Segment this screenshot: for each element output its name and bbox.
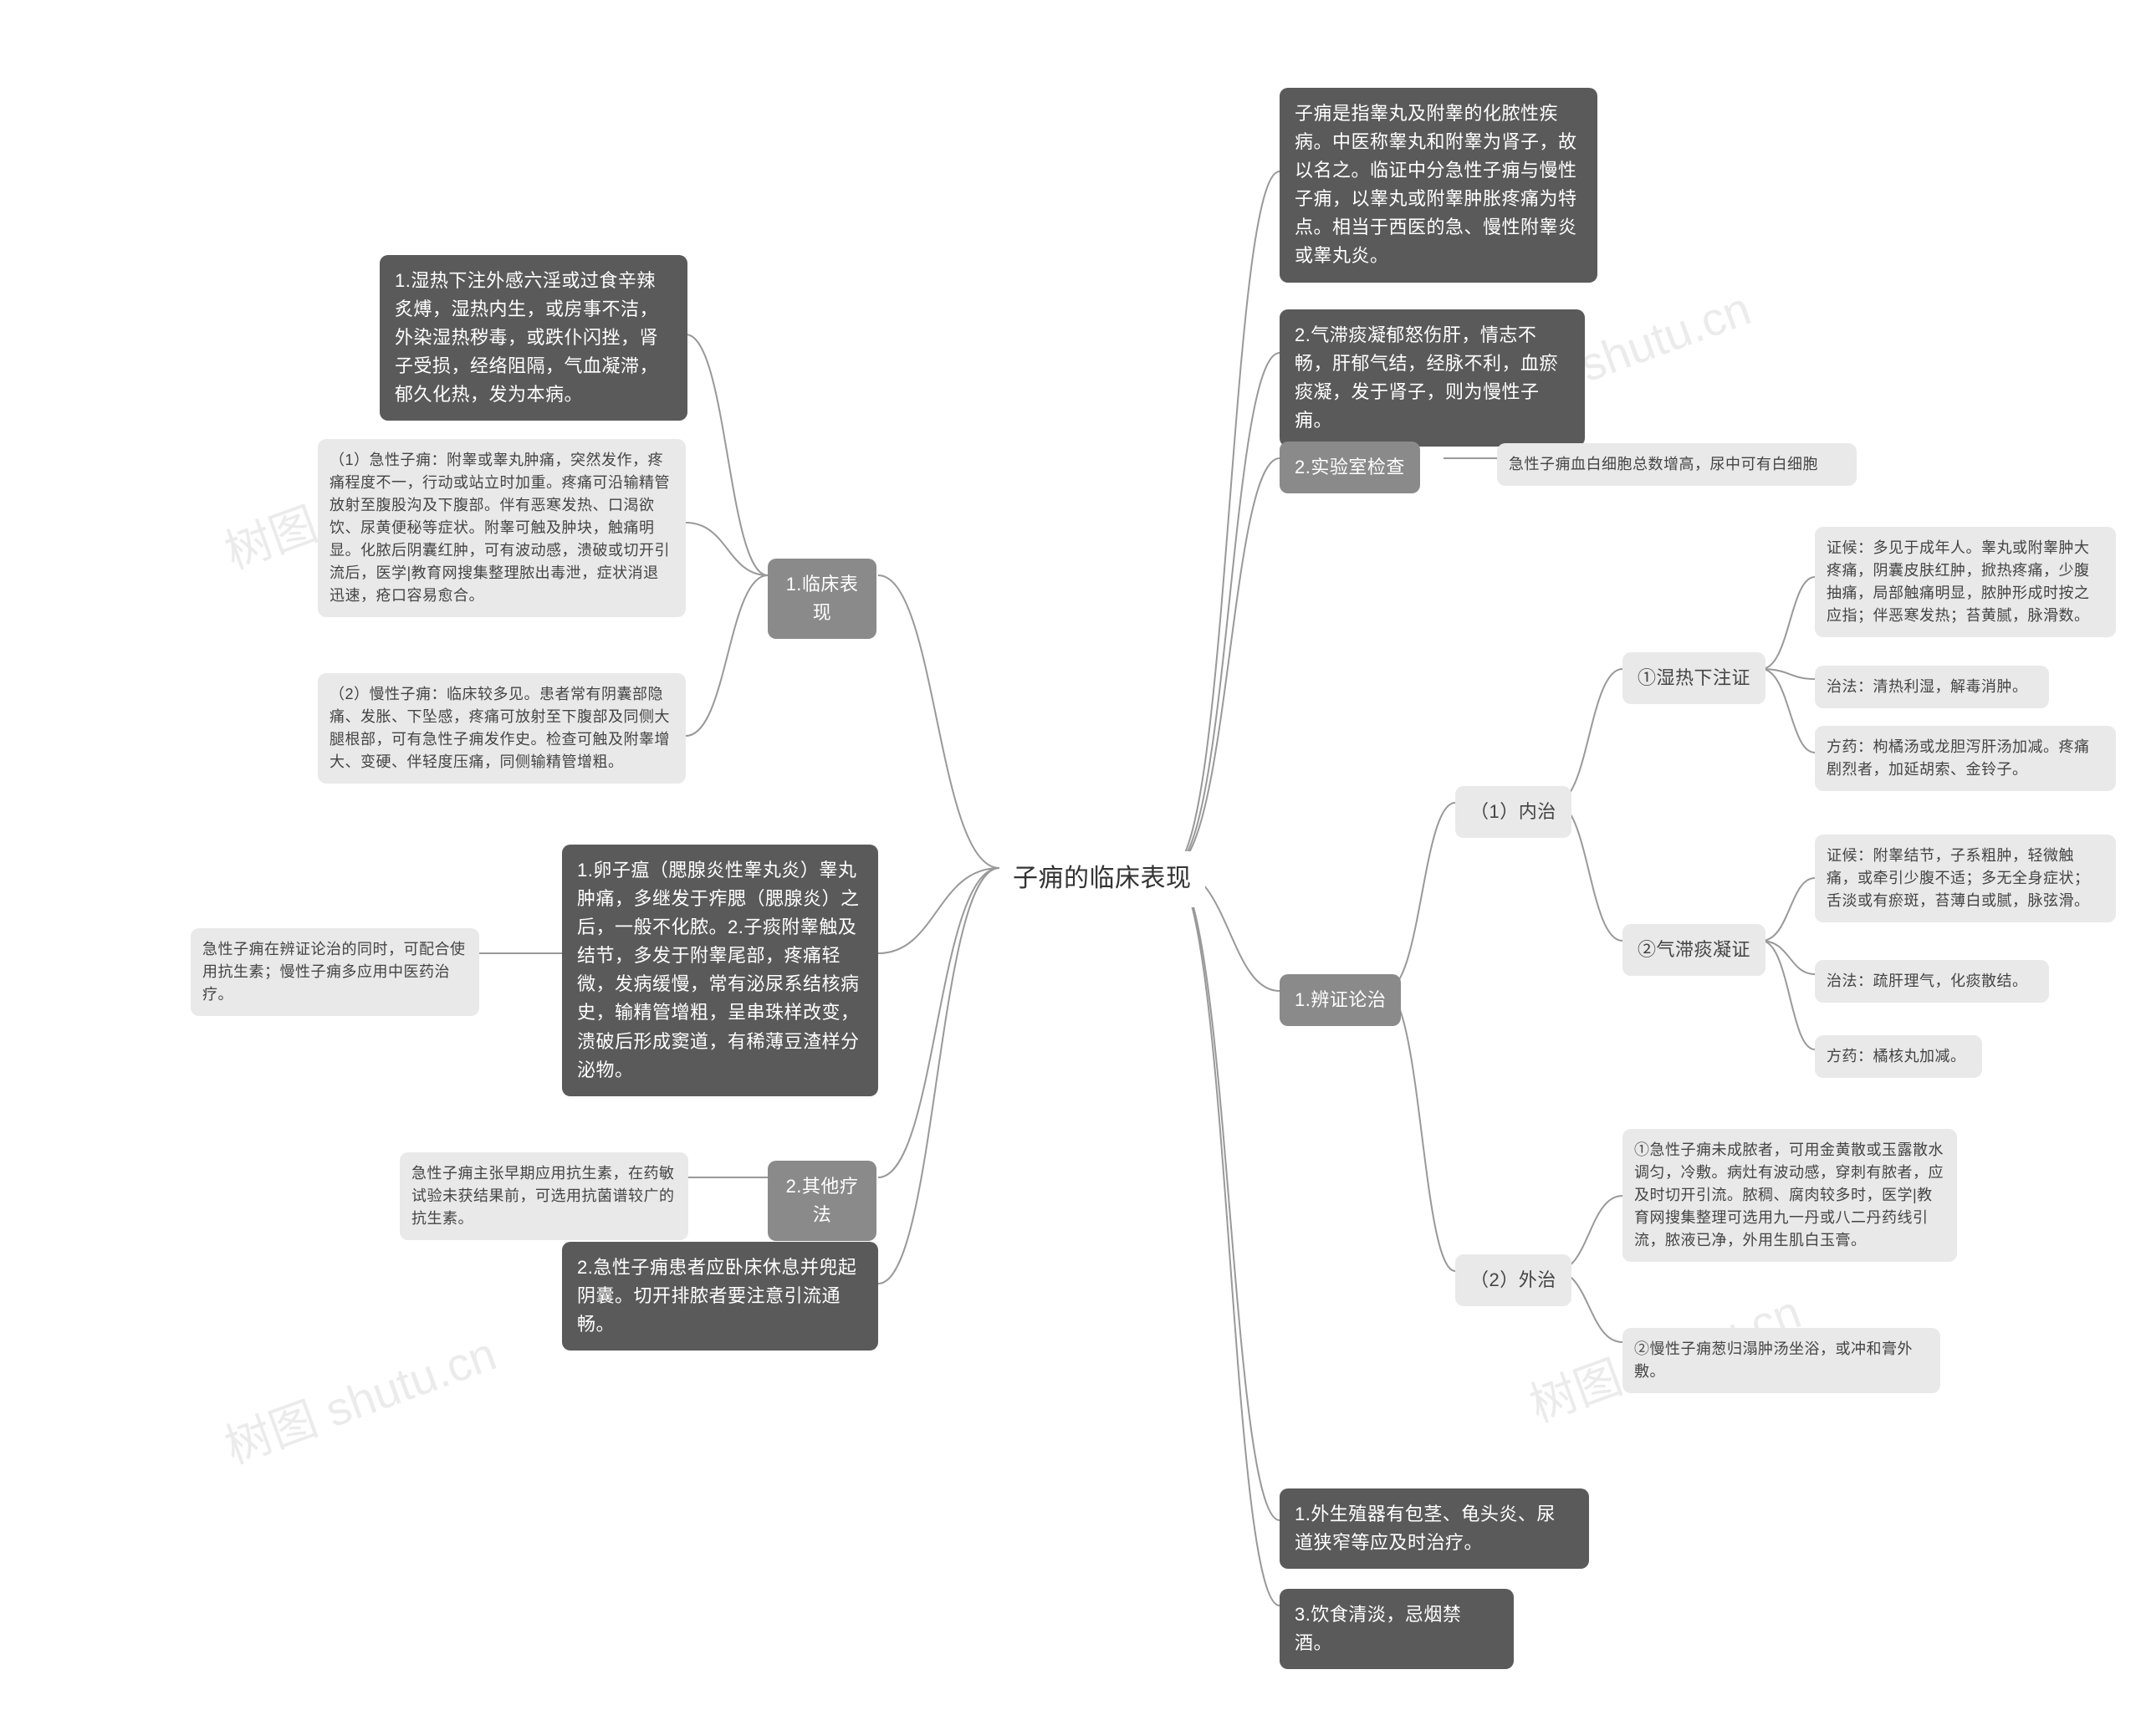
branch-clinical: 1.临床表现 bbox=[768, 559, 876, 639]
node-prevent-3: 3.饮食清淡，忌烟禁酒。 bbox=[1280, 1589, 1514, 1669]
mindmap-root: 子痈的临床表现 bbox=[999, 851, 1205, 907]
leaf-acute: （1）急性子痈：附睾或睾丸肿痛，突然发作，疼痛程度不一，行动或站立时加重。疼痛可… bbox=[318, 439, 686, 617]
watermark: 树图 shutu.cn bbox=[214, 1316, 504, 1477]
leaf-combine: 急性子痈在辨证论治的同时，可配合使用抗生素；慢性子痈多应用中医药治疗。 bbox=[191, 928, 479, 1016]
leaf-external-acute: ①急性子痈未成脓者，可用金黄散或玉露散水调匀，冷敷。病灶有波动感，穿刺有脓者，应… bbox=[1622, 1129, 1957, 1262]
branch-lab: 2.实验室检查 bbox=[1280, 442, 1420, 493]
leaf-damp-heat-formula: 方药：枸橘汤或龙胆泻肝汤加减。疼痛剧烈者，加延胡索、金铃子。 bbox=[1815, 726, 2116, 791]
branch-damp-heat: ①湿热下注证 bbox=[1622, 652, 1765, 704]
branch-internal: （1）内治 bbox=[1455, 786, 1571, 838]
node-pathogenesis-2: 2.气滞痰凝郁怒伤肝，情志不畅，肝郁气结，经脉不利，血瘀痰凝，发于肾子，则为慢性… bbox=[1280, 309, 1585, 447]
leaf-damp-heat-method: 治法：清热利湿，解毒消肿。 bbox=[1815, 666, 2049, 708]
leaf-antibiotic: 急性子痈主张早期应用抗生素，在药敏试验未获结果前，可选用抗菌谱较广的抗生素。 bbox=[400, 1152, 688, 1240]
branch-other-therapy: 2.其他疗法 bbox=[768, 1161, 876, 1241]
leaf-damp-heat-syndrome: 证候：多见于成年人。睾丸或附睾肿大疼痛，阴囊皮肤红肿，掀热疼痛，少腹抽痛，局部触… bbox=[1815, 527, 2116, 637]
leaf-chronic: （2）慢性子痈：临床较多见。患者常有阴囊部隐痛、发胀、下坠感，疼痛可放射至下腹部… bbox=[318, 673, 686, 784]
leaf-qi-syndrome: 证候：附睾结节，子系粗肿，轻微触痛，或牵引少腹不适；多无全身症状；舌淡或有瘀斑，… bbox=[1815, 835, 2116, 922]
node-definition: 子痈是指睾丸及附睾的化脓性疾病。中医称睾丸和附睾为肾子，故以名之。临证中分急性子… bbox=[1280, 88, 1597, 283]
node-pathogenesis-1: 1.湿热下注外感六淫或过食辛辣炙煿，湿热内生，或房事不洁，外染湿热秽毒，或跌仆闪… bbox=[380, 255, 687, 421]
node-prevent-1: 1.外生殖器有包茎、龟头炎、尿道狭窄等应及时治疗。 bbox=[1280, 1488, 1589, 1569]
branch-treatment: 1.辨证论治 bbox=[1280, 974, 1401, 1026]
leaf-lab: 急性子痈血白细胞总数增高，尿中可有白细胞 bbox=[1497, 443, 1857, 486]
branch-qi-phlegm: ②气滞痰凝证 bbox=[1622, 924, 1765, 976]
node-rest: 2.急性子痈患者应卧床休息并兜起阴囊。切开排脓者要注意引流通畅。 bbox=[562, 1242, 878, 1351]
leaf-qi-formula: 方药：橘核丸加减。 bbox=[1815, 1035, 1982, 1078]
leaf-qi-method: 治法：疏肝理气，化痰散结。 bbox=[1815, 960, 2049, 1003]
leaf-external-chronic: ②慢性子痈葱归溻肿汤坐浴，或冲和膏外敷。 bbox=[1622, 1328, 1940, 1393]
branch-external: （2）外治 bbox=[1455, 1254, 1571, 1306]
node-differential: 1.卵子瘟（腮腺炎性睾丸炎）睾丸肿痛，多继发于痄腮（腮腺炎）之后，一般不化脓。2… bbox=[562, 845, 878, 1096]
